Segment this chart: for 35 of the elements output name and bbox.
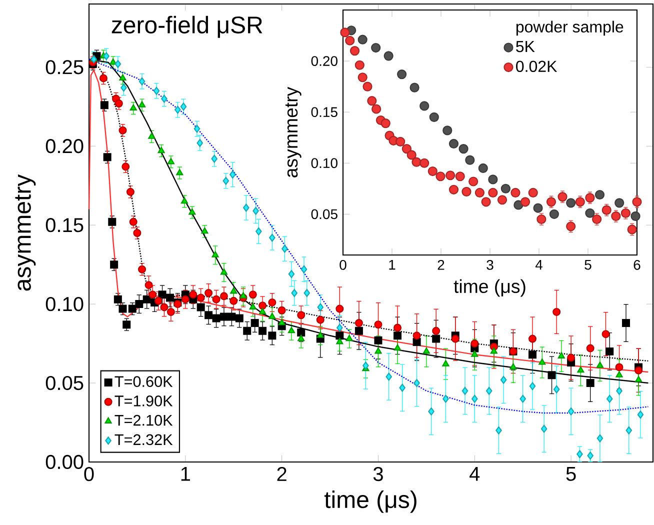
x-tick-label: 4 [535,260,542,270]
y-tick-label: 0.05 [311,209,338,220]
y-tick-label: 0.10 [311,158,338,168]
x-axis-title: time (μs) [324,490,416,513]
x-tick-label: 4 [470,466,480,481]
legend-label: T=0.60K [114,376,173,387]
legend-label: 5K [516,41,535,52]
y-tick-label: 0.00 [46,454,84,470]
legend-title: powder sample [516,20,624,36]
x-tick-label: 3 [373,466,383,482]
y-axis-title: asymmetry [15,174,36,291]
y-tick-label: 0.20 [46,139,84,154]
x-tick-label: 2 [438,260,444,270]
legend-label: 0.02K [516,60,558,72]
x-tick-label: 1 [181,466,190,481]
x-tick-label: 0 [340,260,346,270]
y-tick-label: 0.10 [46,296,84,312]
x-tick-label: 1 [389,260,396,270]
x-tick-label: 5 [566,466,576,481]
x-tick-label: 3 [486,260,494,270]
legend-label: T=2.10K [114,414,173,426]
y-tick-label: 0.20 [311,56,338,66]
chart-title: zero-field μSR [112,16,262,38]
x-tick-label: 5 [584,260,592,270]
y-axis-title: asymmetry [285,86,302,178]
y-tick-label: 0.25 [46,60,84,74]
x-tick-label: 6 [634,260,640,270]
x-tick-label: 0 [84,466,94,482]
x-tick-label: 2 [277,466,286,481]
x-axis-title: time (μs) [454,279,526,297]
legend-label: T=1.90K [114,396,173,406]
legend-label: T=2.32K [114,434,173,446]
y-tick-label: 0.05 [46,376,84,390]
y-tick-label: 0.15 [311,107,338,118]
y-tick-label: 0.15 [46,218,84,232]
